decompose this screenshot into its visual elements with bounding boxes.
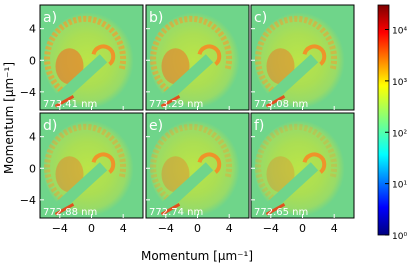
heatmap-edge xyxy=(54,202,75,216)
heatmap-halo xyxy=(254,12,347,109)
heatmap-hotspot xyxy=(55,48,84,85)
x-tick-label: 4 xyxy=(120,222,127,235)
panel xyxy=(250,4,355,111)
x-tick-label: 4 xyxy=(331,222,338,235)
panel-annotation: 773.08 nm xyxy=(254,99,308,110)
panel-label: e) xyxy=(149,118,163,134)
panel xyxy=(39,112,144,219)
x-tick-label: −4 xyxy=(158,222,174,235)
heatmap-arc xyxy=(44,15,127,93)
colorbar-tick-label: 10⁰ xyxy=(392,232,407,242)
panel-label: d) xyxy=(43,118,57,134)
heatmap-halo xyxy=(43,120,136,217)
x-tick-label: −4 xyxy=(52,222,68,235)
panel-annotation: 773.41 nm xyxy=(43,99,97,110)
x-tick-label: −4 xyxy=(263,222,279,235)
panel-label: a) xyxy=(43,10,57,26)
heatmap-hook xyxy=(197,152,222,174)
y-tick-label: 0 xyxy=(29,54,36,67)
panel-annotation: 772.65 nm xyxy=(254,207,308,218)
y-tick-label: −4 xyxy=(20,194,36,207)
heatmap-arc xyxy=(44,123,127,201)
y-tick-label: 4 xyxy=(29,23,36,36)
heatmap-hotspot xyxy=(161,156,190,193)
heatmap-edge xyxy=(265,94,286,108)
heatmap-arc xyxy=(150,123,233,201)
heatmap-hook xyxy=(302,152,327,174)
panel xyxy=(145,112,250,219)
x-tick-label: 0 xyxy=(88,222,95,235)
heatmap-halo xyxy=(254,120,347,217)
panel-label: f) xyxy=(254,118,264,134)
heatmap-hotspot xyxy=(161,48,190,85)
heatmap-stripe xyxy=(53,54,108,105)
heatmap-hook xyxy=(197,44,222,66)
heatmap-edge xyxy=(265,202,286,216)
x-tick-label: 4 xyxy=(226,222,233,235)
x-tick-label: 0 xyxy=(194,222,201,235)
y-axis-label: Momentum [μm⁻¹] xyxy=(2,62,16,174)
colorbar-tick-label: 10¹ xyxy=(392,181,407,191)
heatmap-hook xyxy=(91,44,116,66)
heatmap-halo xyxy=(149,12,242,109)
panel-annotation: 772.74 nm xyxy=(149,207,203,218)
heatmap-arc xyxy=(150,15,233,93)
heatmap-hotspot xyxy=(266,48,295,85)
heatmap-hotspot xyxy=(266,156,295,193)
panel xyxy=(39,4,144,111)
panel-label: c) xyxy=(254,10,267,26)
y-tick-label: 4 xyxy=(29,131,36,144)
heatmap-stripe xyxy=(53,162,108,213)
heatmap-hook xyxy=(302,44,327,66)
heatmap-stripe xyxy=(264,54,319,105)
heatmap-arc xyxy=(255,15,338,93)
heatmap-edge xyxy=(160,94,181,108)
heatmap-hotspot xyxy=(55,156,84,193)
heatmap-stripe xyxy=(159,54,214,105)
heatmap-edge xyxy=(160,202,181,216)
panel-annotation: 773.29 nm xyxy=(149,99,203,110)
colorbar-tick-label: 10² xyxy=(392,129,407,139)
y-tick-label: 0 xyxy=(29,162,36,175)
colorbar-tick-label: 10⁴ xyxy=(392,27,407,37)
colorbar-tick-label: 10³ xyxy=(392,78,407,88)
panel xyxy=(250,112,355,219)
x-axis-label: Momentum [μm⁻¹] xyxy=(141,249,253,263)
heatmap-arc xyxy=(255,123,338,201)
heatmap-halo xyxy=(149,120,242,217)
panel-label: b) xyxy=(149,10,163,26)
heatmap-stripe xyxy=(159,162,214,213)
y-tick-label: −4 xyxy=(20,86,36,99)
panel xyxy=(145,4,250,111)
x-tick-label: 0 xyxy=(299,222,306,235)
colorbar xyxy=(377,4,390,236)
heatmap-hook xyxy=(91,152,116,174)
heatmap-edge xyxy=(54,94,75,108)
heatmap-stripe xyxy=(264,162,319,213)
panel-annotation: 772.88 nm xyxy=(43,207,97,218)
heatmap-halo xyxy=(43,12,136,109)
